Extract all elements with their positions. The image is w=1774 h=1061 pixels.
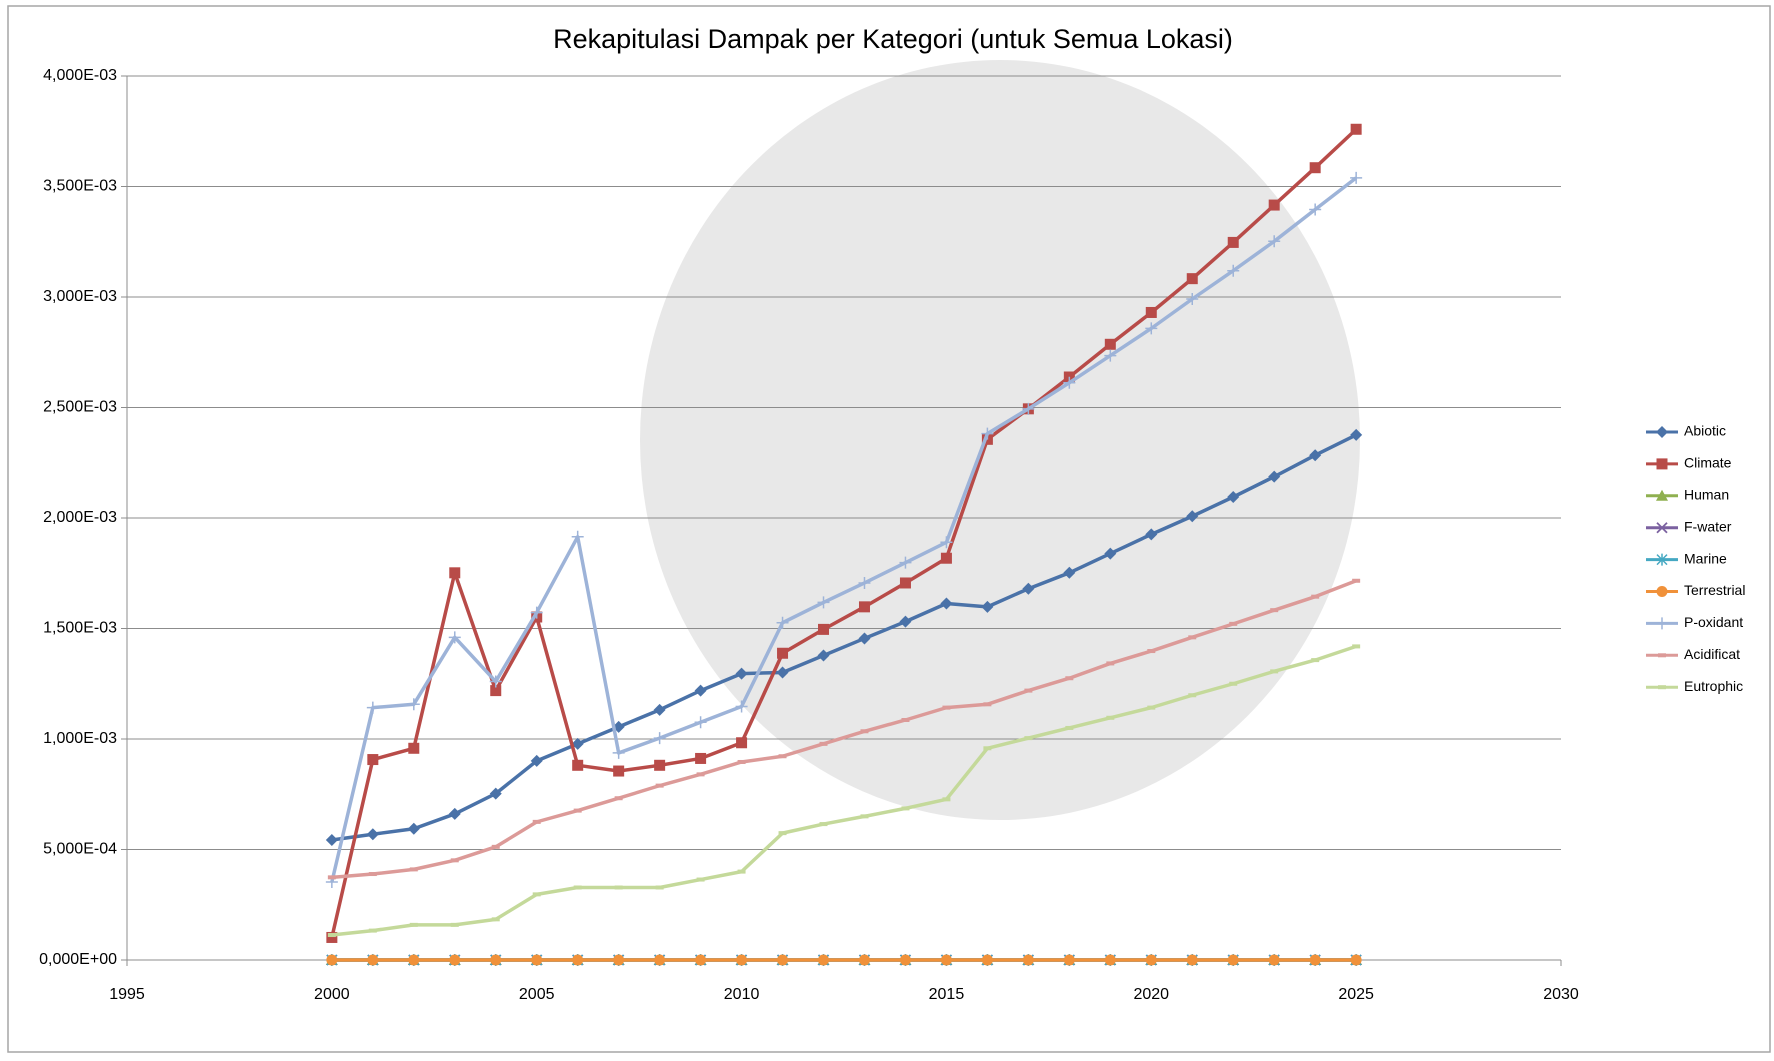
marker [695, 753, 706, 764]
marker [1351, 124, 1362, 135]
marker [1023, 955, 1034, 966]
marker [1187, 955, 1198, 966]
legend-label: Abiotic [1684, 423, 1726, 439]
chart-title: Rekapitulasi Dampak per Kategori (untuk … [553, 24, 1233, 54]
marker [367, 955, 378, 966]
marker [695, 955, 706, 966]
marker [941, 955, 952, 966]
chart: Rekapitulasi Dampak per Kategori (untuk … [0, 0, 1774, 1056]
marker [572, 955, 583, 966]
marker [859, 955, 870, 966]
legend-marker [1657, 458, 1668, 469]
marker [408, 743, 419, 754]
y-tick-label: 1,500E-03 [43, 620, 117, 637]
y-tick-label: 1,000E-03 [43, 730, 117, 747]
legend-label: Terrestrial [1684, 582, 1745, 598]
marker [900, 955, 911, 966]
marker [1105, 339, 1116, 350]
marker [1351, 955, 1362, 966]
marker [1310, 162, 1321, 173]
y-tick-label: 2,000E-03 [43, 509, 117, 526]
marker [777, 955, 788, 966]
marker [1269, 955, 1280, 966]
x-tick-label: 2010 [724, 986, 760, 1003]
marker [818, 955, 829, 966]
marker [654, 760, 665, 771]
marker [654, 955, 665, 966]
marker [736, 955, 747, 966]
x-tick-label: 1995 [109, 986, 145, 1003]
y-tick-label: 0,000E+00 [39, 951, 117, 968]
legend-marker [1657, 586, 1668, 597]
marker [859, 601, 870, 612]
marker [941, 553, 952, 564]
marker [531, 955, 542, 966]
marker [572, 760, 583, 771]
y-tick-label: 2,500E-03 [43, 399, 117, 416]
legend-label: Climate [1684, 455, 1732, 471]
marker [408, 955, 419, 966]
marker [1228, 955, 1239, 966]
x-tick-label: 2015 [929, 986, 965, 1003]
legend-label: Marine [1684, 550, 1727, 566]
marker [1105, 955, 1116, 966]
marker [982, 955, 993, 966]
marker [1269, 200, 1280, 211]
y-tick-label: 5,000E-04 [43, 841, 117, 858]
marker [1064, 955, 1075, 966]
marker [818, 624, 829, 635]
marker [367, 754, 378, 765]
marker [900, 577, 911, 588]
marker [449, 567, 460, 578]
marker [490, 955, 501, 966]
x-tick-label: 2030 [1543, 986, 1579, 1003]
marker [326, 955, 337, 966]
x-tick-label: 2000 [314, 986, 350, 1003]
marker [613, 955, 624, 966]
y-tick-label: 3,500E-03 [43, 178, 117, 195]
marker [736, 737, 747, 748]
x-tick-label: 2025 [1338, 986, 1374, 1003]
legend-label: F-water [1684, 518, 1732, 534]
marker [777, 648, 788, 659]
watermark [640, 60, 1360, 820]
y-tick-label: 4,000E-03 [43, 67, 117, 84]
marker [1146, 307, 1157, 318]
marker [1310, 955, 1321, 966]
marker [449, 955, 460, 966]
marker [1146, 955, 1157, 966]
legend-label: P-oxidant [1684, 614, 1743, 630]
legend-label: Eutrophic [1684, 678, 1743, 694]
legend-label: Human [1684, 487, 1729, 503]
marker [613, 766, 624, 777]
marker [1187, 273, 1198, 284]
legend-label: Acidificat [1684, 646, 1740, 662]
y-tick-label: 3,000E-03 [43, 288, 117, 305]
marker [1228, 237, 1239, 248]
x-tick-label: 2020 [1133, 986, 1169, 1003]
x-tick-label: 2005 [519, 986, 555, 1003]
